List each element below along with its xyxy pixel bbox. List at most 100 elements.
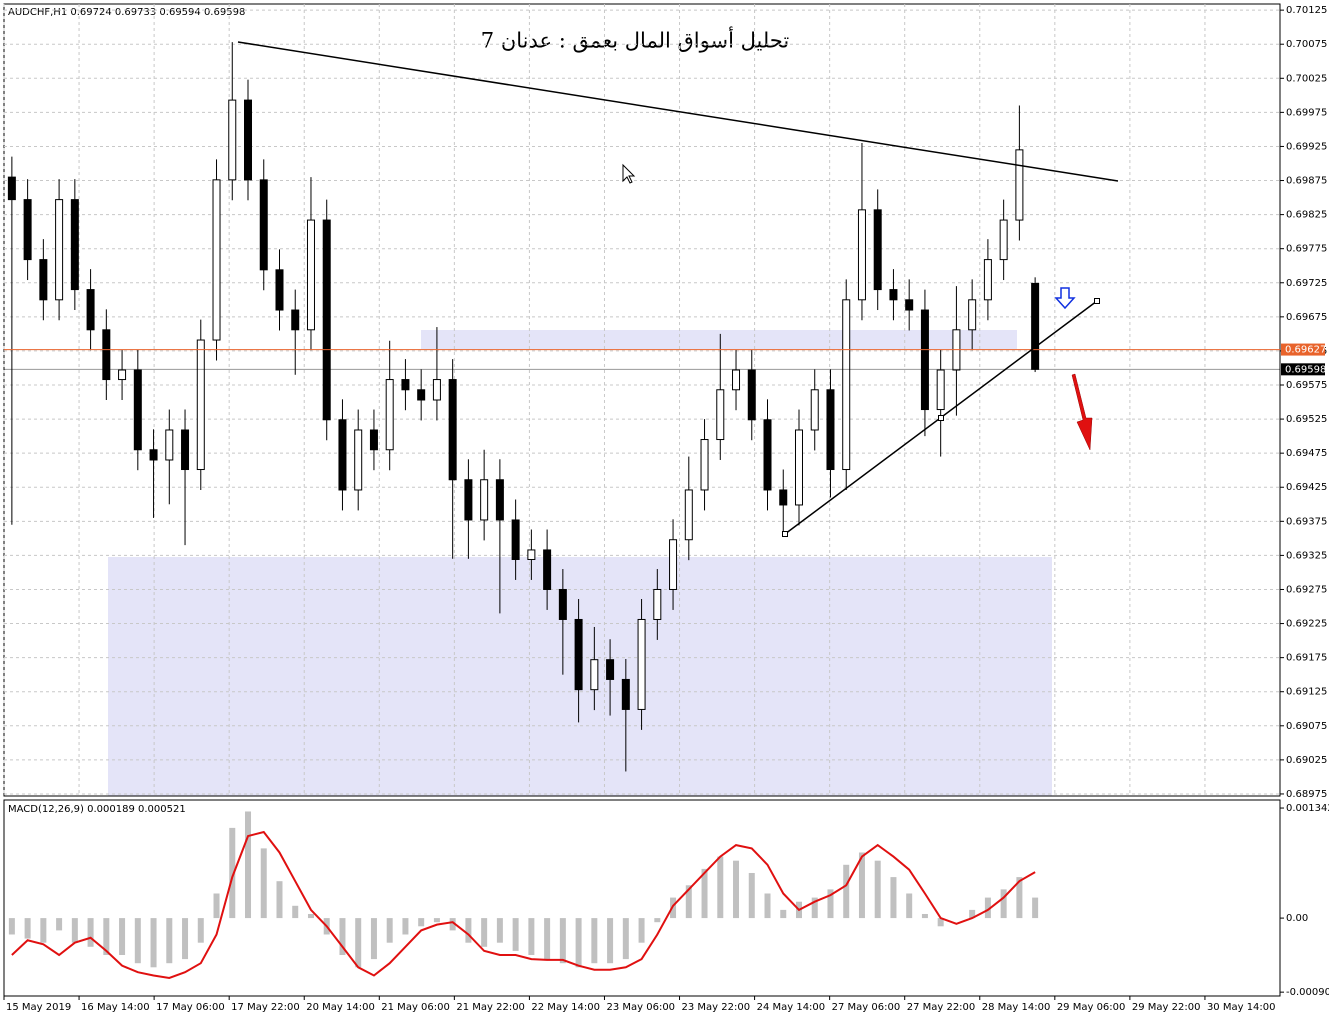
candle-body (181, 429, 190, 471)
macd-bar (166, 918, 173, 964)
x-tick-label: 29 May 22:00 (1132, 1002, 1201, 1013)
y-tick-label: 0.69175 (1286, 653, 1327, 664)
macd-bar (528, 918, 535, 955)
candle-body (983, 259, 992, 301)
y-tick-label: 0.70025 (1286, 73, 1327, 84)
candle-body (306, 219, 315, 331)
candle-body (228, 99, 237, 181)
candle-body (842, 299, 851, 471)
candle-body (55, 199, 64, 301)
candle-body (779, 489, 788, 506)
macd-bar (984, 897, 991, 919)
macd-bar (229, 827, 236, 919)
macd-bar (260, 848, 267, 919)
macd-bar (292, 905, 299, 919)
candle-body (259, 179, 268, 271)
macd-bar (874, 860, 881, 919)
macd-bar (24, 918, 31, 939)
candle-body (322, 219, 331, 421)
candle-body (794, 429, 803, 506)
y-tick-label: 0.69475 (1286, 448, 1327, 459)
x-tick-label: 27 May 06:00 (832, 1002, 901, 1013)
candle-body (653, 588, 662, 620)
red-arrow (1071, 373, 1093, 451)
macd-bar (370, 918, 377, 960)
trend-line (237, 41, 1119, 182)
y-tick-label: 0.68975 (1286, 789, 1327, 800)
y-tick-label: 0.70125 (1286, 5, 1327, 16)
y-tick-label: 0.69825 (1286, 210, 1327, 221)
candle-body (684, 489, 693, 541)
macd-bar (827, 889, 834, 919)
y-tick-label: 0.70075 (1286, 39, 1327, 50)
macd-bar (748, 872, 755, 919)
anchor-point (1094, 298, 1100, 304)
y-tick-label: 0.69275 (1286, 584, 1327, 595)
macd-bar (1000, 889, 1007, 919)
candle-body (826, 389, 835, 471)
candle-body (102, 329, 111, 381)
macd-bar (40, 918, 47, 943)
macd-bar (780, 909, 787, 919)
macd-bar (87, 918, 94, 947)
candle-body (275, 269, 284, 311)
down-arrow (1054, 287, 1076, 310)
candle-body (369, 429, 378, 451)
candle-body (196, 339, 205, 471)
macd-bar (134, 918, 141, 964)
candle-body (936, 369, 945, 411)
candle-body (401, 379, 410, 391)
macd-bar (418, 918, 425, 927)
candle-body (149, 449, 158, 461)
macd-bar (544, 918, 551, 960)
candle-body (543, 549, 552, 590)
candle-body (291, 309, 300, 331)
signal-line (11, 830, 1036, 979)
macd-bar (496, 918, 503, 943)
macd-bar (921, 913, 928, 919)
candle-body (763, 419, 772, 491)
macd-bar (386, 918, 393, 943)
candle-body (732, 369, 741, 391)
macd-bar (355, 918, 362, 968)
macd-bar (245, 811, 252, 919)
macd-bar (465, 918, 472, 943)
macd-bar (433, 918, 440, 923)
macd-bar (559, 918, 566, 964)
candle-body (700, 439, 709, 491)
x-tick-label: 27 May 22:00 (907, 1002, 976, 1013)
macd-label: MACD(12,26,9) 0.000189 0.000521 (8, 804, 186, 815)
macd-bar (449, 918, 456, 931)
x-tick-label: 21 May 22:00 (456, 1002, 525, 1013)
macd-bar (402, 918, 409, 935)
x-tick-label: 28 May 14:00 (982, 1002, 1051, 1013)
x-tick-label: 23 May 06:00 (606, 1002, 675, 1013)
chart-title: تحليل أسواق المال بعمق : عدنان 7 (481, 26, 790, 54)
price-tag-label: 0.69598 (1285, 364, 1326, 375)
price-tag-label: 0.69627 (1285, 345, 1326, 356)
candle-body (590, 659, 599, 691)
candle-body (133, 369, 142, 451)
candle-body (857, 209, 866, 301)
y-tick-label: 0.69975 (1286, 107, 1327, 118)
macd-bar (685, 885, 692, 919)
candle-body (165, 429, 174, 461)
anchor-point (938, 415, 944, 421)
candle-body (637, 618, 646, 710)
macd-bar (733, 860, 740, 919)
y-tick-label: 0.69425 (1286, 482, 1327, 493)
macd-bar (937, 918, 944, 927)
candle-body (621, 678, 630, 710)
y-tick-label: 0.69575 (1286, 380, 1327, 391)
x-tick-label: 22 May 14:00 (531, 1002, 600, 1013)
drawings (237, 41, 1119, 537)
macd-bar (339, 918, 346, 955)
macd-bar (811, 897, 818, 919)
x-tick-label: 17 May 22:00 (231, 1002, 300, 1013)
candle-body (480, 479, 489, 521)
macd-bar (575, 918, 582, 968)
candle-body (39, 259, 48, 301)
macd-bar (858, 852, 865, 919)
macd-bar (607, 918, 614, 964)
